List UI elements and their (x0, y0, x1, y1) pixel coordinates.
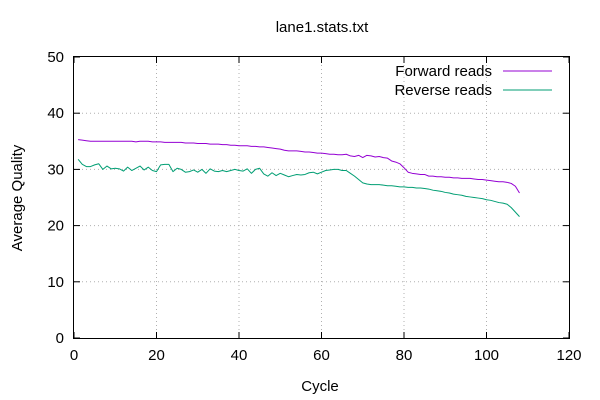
x-tick-label: 0 (70, 347, 78, 364)
x-tick-label: 40 (231, 347, 248, 364)
series-layer (77, 139, 520, 217)
y-tick-label: 40 (47, 105, 64, 122)
legend-label-forward-reads: Forward reads (395, 63, 492, 80)
x-axis-title: Cycle (301, 378, 339, 395)
x-tick-label: 60 (313, 347, 330, 364)
series-line-forward-reads (78, 139, 520, 194)
chart-title: lane1.stats.txt (276, 19, 369, 36)
y-tick-label: 30 (47, 161, 64, 178)
y-axis-title: Average Quality (9, 144, 26, 251)
legend-label-reverse-reads: Reverse reads (394, 82, 492, 99)
x-tick-label: 80 (396, 347, 413, 364)
x-tick-label: 100 (474, 347, 499, 364)
y-tick-label: 50 (47, 49, 64, 66)
y-tick-label: 0 (56, 330, 64, 347)
axis-ticks: 0 20 40 60 80 100 120 0 10 20 30 40 50 (47, 49, 581, 364)
series-line-reverse-reads (77, 158, 520, 217)
y-tick-label: 10 (47, 274, 64, 291)
grid (74, 57, 569, 338)
x-tick-label: 20 (148, 347, 165, 364)
legend: Forward reads Reverse reads (394, 63, 552, 99)
x-tick-label: 120 (556, 347, 581, 364)
plot-frame (73, 56, 570, 339)
y-tick-label: 20 (47, 218, 64, 235)
